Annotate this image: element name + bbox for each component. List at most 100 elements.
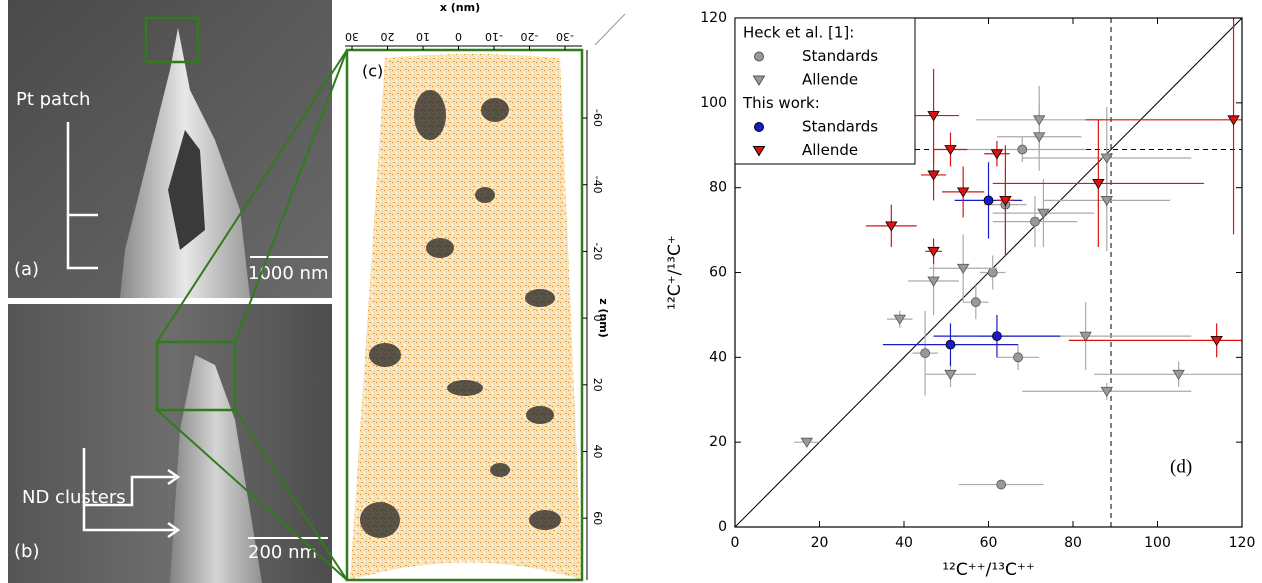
point: [996, 479, 1007, 490]
point: [987, 267, 998, 278]
panel-label: (c): [362, 62, 383, 81]
point: [1017, 144, 1028, 155]
y-tick-label: 60: [709, 265, 727, 281]
point: [1172, 369, 1185, 381]
point: [945, 339, 956, 350]
clusters: [360, 90, 561, 538]
x-tick-label: 80: [1064, 535, 1082, 551]
y-tick-label: 80: [709, 180, 727, 196]
x-tick-label: 100: [1144, 535, 1171, 551]
zoom-box: [155, 340, 237, 412]
scale-label: 200 nm: [248, 542, 317, 563]
y-tick-label: 20: [709, 434, 727, 450]
legend-marker: [754, 122, 764, 132]
point: [927, 276, 940, 287]
z-tick-label: -60: [591, 109, 604, 127]
x-tick-label: 60: [980, 535, 998, 551]
point: [927, 111, 940, 122]
point: [1227, 115, 1240, 126]
tip: [170, 355, 262, 583]
annotation: Pt patch: [16, 89, 90, 110]
y-tick-label: 120: [700, 10, 727, 26]
legend-box: [734, 17, 916, 165]
tip-core: [168, 130, 205, 250]
point: [1079, 331, 1092, 342]
connector-lines: [156, 49, 348, 581]
annotation: (d): [1170, 456, 1192, 477]
point: [1013, 352, 1023, 363]
plot-frame: [734, 17, 1243, 528]
z-tick-label: -20: [591, 242, 604, 260]
point: [944, 369, 957, 381]
point: [999, 195, 1012, 207]
legend: Heck et al. [1]: Standards Allende This wor…: [734, 17, 916, 165]
x-tick-label: 0: [731, 535, 740, 551]
point: [1100, 153, 1114, 164]
bracket: [66, 122, 98, 270]
y-tick-label: 40: [709, 349, 727, 365]
point: [990, 149, 1004, 160]
x-tick-label: 120: [1229, 535, 1256, 551]
y-tick-label: 100: [700, 95, 727, 111]
legend-label: Standards: [802, 47, 878, 65]
x-tick-label: -20: [521, 30, 539, 43]
legend-group: Heck et al. [1]:: [743, 24, 854, 42]
point: [885, 221, 898, 232]
zoom-box: [144, 16, 200, 64]
point: [956, 263, 970, 275]
panel-d: 0 20 40 60 80 100 120 0 20 40 60 80 100 120 ¹²C⁺⁺/¹³C⁺…: [665, 10, 1256, 580]
legend-label: Allende: [802, 71, 858, 89]
x-tick-label: 40: [895, 535, 913, 551]
plot-area: [735, 18, 1242, 527]
panel-b: ND clusters (b) 200 nm: [8, 304, 332, 583]
reconstruction: [350, 54, 582, 580]
point: [970, 297, 981, 308]
point: [983, 195, 994, 206]
x-tick-label: -10: [485, 30, 503, 43]
legend-marker: [752, 146, 766, 157]
z-tick-label: 0: [591, 315, 604, 322]
point: [956, 187, 970, 198]
point: [1032, 115, 1046, 126]
legend-group: This work:: [742, 94, 820, 112]
x-tick-label: 20: [381, 30, 395, 43]
legend-label: Allende: [802, 141, 858, 159]
arrows: [82, 448, 181, 539]
z-tick-label: 20: [591, 378, 604, 392]
legend-label: Standards: [802, 118, 878, 136]
point: [800, 437, 814, 448]
x-tick-label: 0: [455, 30, 462, 43]
scale-label: 1000 nm: [248, 263, 328, 284]
y-tick-label: 0: [718, 519, 727, 535]
x-tick-label: -30: [556, 30, 574, 43]
point: [1092, 179, 1105, 190]
x-tick-label: 30: [345, 30, 359, 43]
x-axis-label: ¹²C⁺⁺/¹³C⁺⁺: [942, 560, 1035, 580]
panel-a: Pt patch (a) 1000 nm: [8, 0, 332, 298]
point: [927, 246, 940, 258]
z-tick-label: 60: [591, 511, 604, 525]
point: [992, 331, 1002, 342]
point: [893, 314, 906, 325]
x-tick-label: 10: [416, 30, 430, 43]
point: [1100, 195, 1114, 207]
z-tick-label: 40: [591, 445, 604, 459]
point: [927, 170, 940, 181]
x-tick-label: 20: [811, 535, 829, 551]
z-tick-label: -40: [591, 176, 604, 194]
point: [1032, 132, 1046, 143]
frame: [345, 48, 584, 582]
legend-marker: [752, 75, 766, 86]
point: [1037, 208, 1050, 219]
point: [1030, 216, 1040, 227]
point: [944, 145, 957, 156]
panel-label: (b): [14, 541, 39, 562]
z-axis-label: z (nm): [597, 298, 610, 338]
legend-marker: [754, 51, 764, 62]
axis-diag: [594, 13, 626, 46]
panel-label: (a): [14, 259, 39, 280]
x-axis-label: x (nm): [440, 1, 480, 14]
annotation: ND clusters: [22, 487, 126, 508]
point: [920, 348, 931, 358]
